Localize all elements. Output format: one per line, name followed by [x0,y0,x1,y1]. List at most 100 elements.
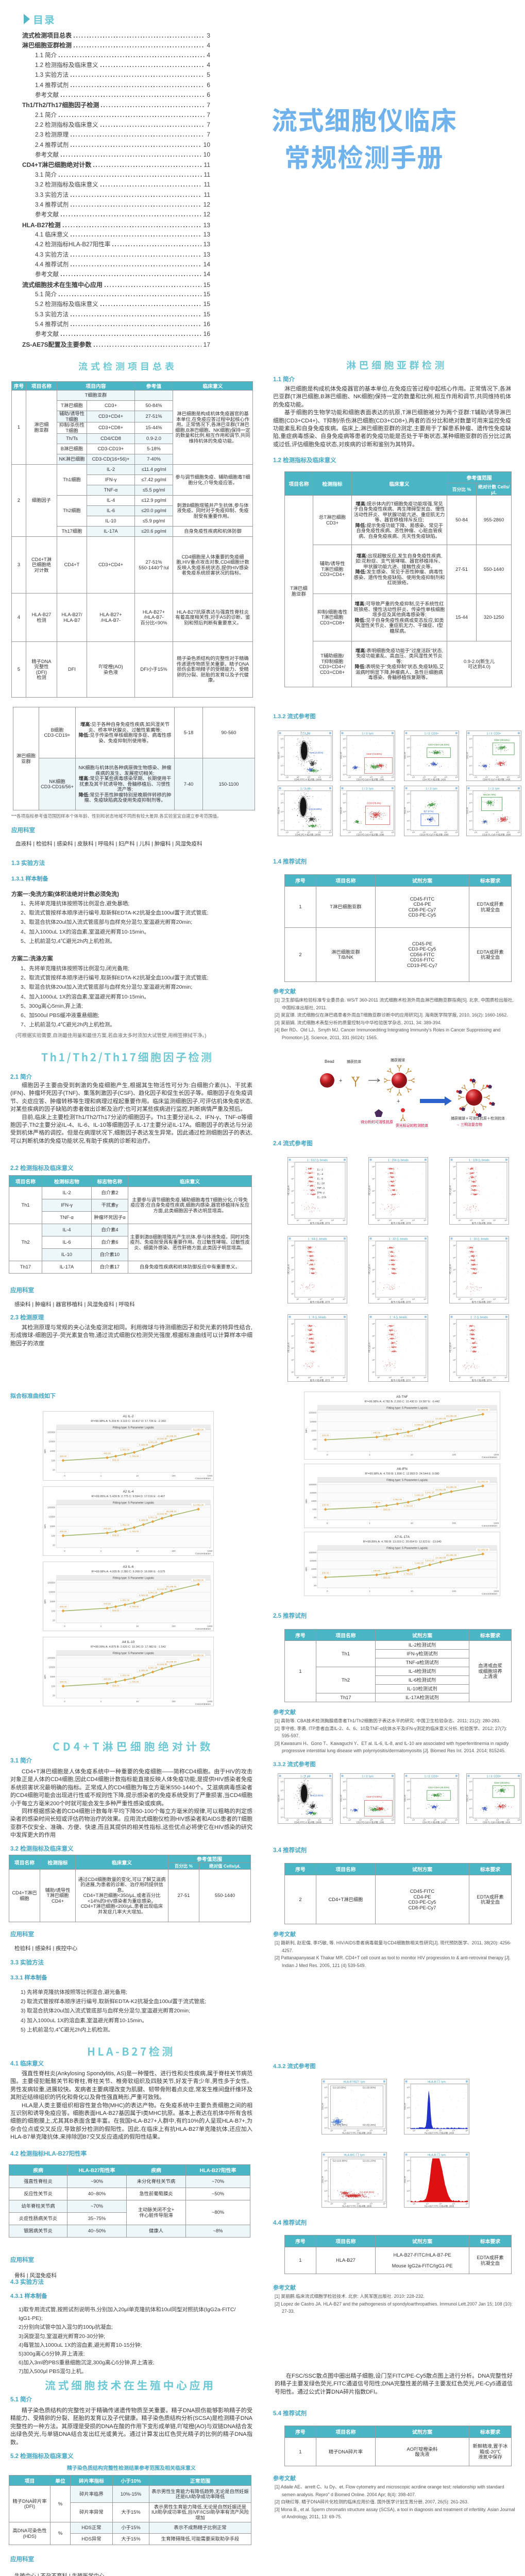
svg-text:SSC-H: SSC-H [340,752,343,759]
svg-text:CD3+(75.8%): CD3+(75.8%) [367,802,381,804]
svg-text:104: 104 [369,2202,372,2205]
svg-text:1 : 256 (), beads: 1 : 256 (), beads [388,1159,409,1162]
svg-text:104: 104 [343,1789,346,1792]
svg-text:105: 105 [343,1780,346,1783]
svg-text:R²=99.89% A: 4.780 B: 13.019 C: R²=99.89% A: 4.780 B: 13.019 C: 20.654 D… [363,1540,441,1544]
svg-text:103: 103 [370,776,373,778]
svg-text:103: 103 [343,755,346,758]
svg-text:SSC-H: SSC-H [466,752,469,759]
svg-text:1 / 3: All: 1 / 3: All [300,788,311,791]
svg-text:102: 102 [470,1376,473,1379]
svg-text:1: 1 [100,1700,102,1703]
svg-text:101: 101 [475,776,478,778]
svg-text:6,841.00: 6,841.00 [148,1516,158,1518]
svg-text:105: 105 [455,831,458,834]
svg-text:100: 100 [51,1459,55,1462]
svg-text:440.00: 440.00 [373,1431,380,1434]
svg-text:10000: 10000 [310,1492,316,1494]
svg-text:PE-Cy5-H: PE-Cy5-H [449,1264,452,1274]
svg-text:104: 104 [453,1334,456,1337]
svg-text:1,052.00: 1,052.00 [121,1524,130,1527]
svg-text:SSC-H: SSC-H [404,752,407,759]
svg-text:104: 104 [380,776,383,778]
svg-text:102: 102 [343,2129,346,2132]
svg-text:102: 102 [423,831,426,834]
svg-text:1,749.00: 1,749.00 [403,1573,413,1575]
svg-text:104: 104 [444,776,447,778]
svg-text:102: 102 [407,2190,410,2192]
svg-text:100: 100 [312,1576,316,1579]
svg-text:104: 104 [407,802,410,804]
svg-text:103: 103 [372,1347,375,1349]
svg-text:440.00: 440.00 [373,1569,380,1572]
svg-text:0: 0 [327,1522,328,1524]
svg-text:101: 101 [286,831,289,834]
svg-text:CD45 FITC-H 粒子数: 10000: CD45 FITC-H 粒子数: 10000 [294,1821,322,1824]
svg-text:101: 101 [372,1293,375,1295]
svg-text:103: 103 [453,1347,456,1349]
svg-text:104: 104 [444,831,447,834]
svg-text:0: 0 [64,1700,65,1703]
svg-text:1000: 1000 [311,1568,317,1570]
svg-text:102: 102 [325,2116,328,2119]
svg-text:SSC-H: SSC-H [278,752,280,759]
svg-text:Concentration: Concentration [195,1703,211,1706]
svg-text:440.00: 440.00 [104,1602,111,1605]
svg-text:10000: 10000 [48,1516,55,1518]
svg-text:1,052.00: 1,052.00 [393,1498,402,1501]
svg-text:101: 101 [458,1376,461,1379]
svg-text:100000: 100000 [47,1431,56,1434]
svg-text:CD3+(74.83%): CD3+(74.83%) [366,1795,382,1798]
svg-text:10: 10 [411,1590,414,1592]
svg-text:26,195.00: 26,195.00 [166,1660,177,1663]
svg-text:1 / 3: CD3+: 1 / 3: CD3+ [487,733,501,736]
svg-text:1000: 1000 [50,1600,56,1603]
svg-text:G2-2(1.23%): G2-2(1.23%) [363,2160,376,2162]
svg-text:102: 102 [281,819,284,822]
svg-text:HLA-B27 FITC-H 粒子数: 2434: HLA-B27 FITC-H 粒子数: 2434 [342,2131,372,2135]
svg-text:440.00: 440.00 [104,1677,111,1680]
svg-text:B(7.97%): B(7.97%) [424,810,434,813]
svg-text:3,446.00: 3,446.00 [139,1519,148,1521]
svg-text:105: 105 [469,1780,472,1783]
svg-text:26,195.00: 26,195.00 [166,1585,177,1588]
svg-text:102: 102 [359,831,362,834]
svg-text:HLA-B27 FITC-H 粒子数: 2434: HLA-B27 FITC-H 粒子数: 2434 [425,2131,454,2135]
svg-text:批号-H 粒子数: 2074: 批号-H 粒子数: 2074 [391,1379,411,1382]
svg-text:103: 103 [469,1798,472,1801]
svg-text:1,749.00: 1,749.00 [130,1681,139,1683]
svg-text:3,446.00: 3,446.00 [139,1669,148,1672]
svg-text:R²=99.98% A: 4.935 B: 2.380 C:: R²=99.98% A: 4.935 B: 2.380 C: 9.268 D: … [92,1570,165,1573]
svg-text:26,195.00: 26,195.00 [446,1486,457,1488]
svg-text:101: 101 [407,2200,410,2202]
svg-text:104: 104 [469,1789,472,1792]
svg-text:1 / 3: All: 1 / 3: All [300,1775,311,1778]
svg-text:104: 104 [407,2170,410,2172]
svg-text:105: 105 [465,2129,468,2132]
svg-text:102: 102 [426,2129,429,2132]
svg-text:SSC-H: SSC-H [404,2103,407,2110]
svg-text:105: 105 [343,792,346,795]
svg-text:101: 101 [453,1371,456,1374]
svg-text:104: 104 [380,831,383,834]
svg-text:6,841.00: 6,841.00 [425,1420,434,1423]
svg-text:PE-Cy5-H: PE-Cy5-H [449,1343,452,1352]
svg-text:52,009.00: 52,009.00 [193,1503,204,1506]
svg-text:A2 IL-4: A2 IL-4 [123,1490,134,1494]
svg-text:Fitting type: 5 Parameter Logi: Fitting type: 5 Parameter Logistic [113,1652,155,1655]
svg-text:MFI: MFI [305,1499,308,1503]
svg-text:103: 103 [370,831,373,834]
svg-text:698.00: 698.00 [112,1534,119,1537]
svg-text:200.00: 200.00 [322,1504,329,1506]
svg-text:10000: 10000 [48,1591,55,1594]
svg-text:103: 103 [308,831,311,834]
svg-text:103: 103 [281,755,284,758]
svg-text:103: 103 [343,1798,346,1801]
svg-text:A3 IL-6: A3 IL-6 [123,1565,134,1569]
svg-text:101: 101 [372,1371,375,1374]
svg-text:104: 104 [318,1819,321,1821]
svg-text:100000: 100000 [309,1551,317,1554]
svg-text:10000: 10000 [48,1440,55,1443]
svg-text:104: 104 [369,2129,372,2132]
svg-text:lym(19.06%): lym(19.06%) [310,752,324,754]
